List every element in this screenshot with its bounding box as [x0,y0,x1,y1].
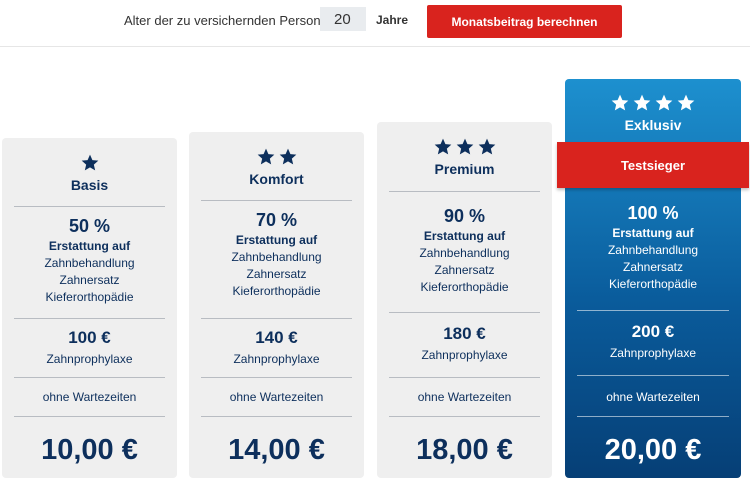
prophylaxis-block: 100 € Zahnprophylaxe [2,328,177,366]
prophylaxis-label: Zahnprophylaxe [421,348,508,362]
waiting-period: ohne Wartezeiten [417,390,512,404]
divider [201,416,352,417]
refund-percent: 90 % [443,206,486,226]
refund-item: Zahnbehandlung [231,250,322,264]
monthly-price: 20,00 € [604,434,702,466]
star-icon [611,94,629,111]
divider [14,206,165,207]
star-rating [2,153,177,173]
refund-item: Zahnersatz [59,273,120,287]
refund-item: Zahnbehandlung [419,246,510,260]
refund-label: Erstattung auf [48,239,131,253]
prophylaxis-amount: 140 € [255,328,298,347]
refund-percent: 50 % [68,216,111,236]
refund-block: 90 % Erstattung auf Zahnbehandlung Zahne… [377,206,552,294]
divider [14,318,165,319]
tier-name: Premium [434,161,495,177]
prophylaxis-amount: 180 € [443,324,486,343]
age-calculator-bar: Alter der zu versichernden Person Jahre … [0,0,750,47]
star-rating [377,137,552,157]
refund-item: Kieferorthopädie [420,280,509,294]
star-icon [434,138,451,155]
star-icon [257,148,274,165]
tariff-card-basis[interactable]: Basis 50 % Erstattung auf Zahnbehandlung… [2,138,177,478]
refund-label: Erstattung auf [235,233,318,247]
star-rating [189,147,364,167]
refund-item: Zahnbehandlung [607,243,699,257]
monthly-price: 14,00 € [228,434,325,466]
star-rating [565,93,741,113]
refund-label: Erstattung auf [423,229,506,243]
prophylaxis-block: 180 € Zahnprophylaxe [377,324,552,362]
star-icon [633,94,651,111]
tariff-card-exklusiv[interactable]: Exklusiv 100 % Erstattung auf Zahnbehand… [565,79,741,478]
tier-name: Basis [70,177,109,193]
prophylaxis-amount: 200 € [631,322,675,341]
divider [389,191,540,192]
age-unit: Jahre [376,13,409,27]
refund-item: Zahnbehandlung [44,256,135,270]
refund-block: 70 % Erstattung auf Zahnbehandlung Zahne… [189,210,364,298]
refund-block: 50 % Erstattung auf Zahnbehandlung Zahne… [2,216,177,304]
prophylaxis-label: Zahnprophylaxe [46,352,133,366]
refund-label: Erstattung auf [612,226,694,240]
divider [14,377,165,378]
prophylaxis-block: 200 € Zahnprophylaxe [565,322,741,360]
tariff-card-komfort[interactable]: Komfort 70 % Erstattung auf Zahnbehandlu… [189,132,364,478]
divider [577,416,729,417]
divider [14,416,165,417]
test-winner-badge: Testsieger [557,142,749,188]
star-icon [478,138,495,155]
star-icon [279,148,296,165]
divider [389,416,540,417]
tier-name: Komfort [249,171,304,187]
monthly-price: 10,00 € [41,434,138,466]
prophylaxis-label: Zahnprophylaxe [609,346,697,360]
refund-block: 100 % Erstattung auf Zahnbehandlung Zahn… [565,203,741,291]
star-icon [81,154,98,171]
refund-item: Zahnersatz [622,260,684,274]
age-input[interactable] [320,7,366,31]
star-icon [456,138,473,155]
divider [577,375,729,376]
monthly-price: 18,00 € [416,434,513,466]
prophylaxis-block: 140 € Zahnprophylaxe [189,328,364,366]
waiting-period: ohne Wartezeiten [42,390,137,404]
refund-item: Kieferorthopädie [45,290,134,304]
refund-percent: 100 % [627,203,679,223]
refund-item: Kieferorthopädie [232,284,321,298]
age-label: Alter der zu versichernden Person [124,13,321,28]
divider [577,310,729,311]
divider [389,312,540,313]
waiting-period: ohne Wartezeiten [606,390,700,404]
prophylaxis-label: Zahnprophylaxe [233,352,320,366]
refund-item: Zahnersatz [246,267,307,281]
refund-item: Kieferorthopädie [608,277,698,291]
calculate-premium-button[interactable]: Monatsbeitrag berechnen [427,5,622,38]
divider [201,200,352,201]
refund-item: Zahnersatz [434,263,495,277]
tier-name: Exklusiv [624,117,682,133]
waiting-period: ohne Wartezeiten [229,390,324,404]
star-icon [655,94,673,111]
tariff-card-premium[interactable]: Premium 90 % Erstattung auf Zahnbehandlu… [377,122,552,478]
divider [389,377,540,378]
prophylaxis-amount: 100 € [68,328,111,347]
divider [201,377,352,378]
star-icon [677,94,695,111]
refund-percent: 70 % [255,210,298,230]
divider [201,318,352,319]
